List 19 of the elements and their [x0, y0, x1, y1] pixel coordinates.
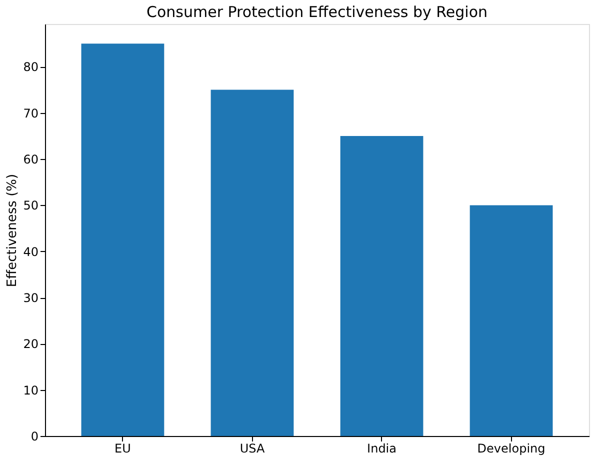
bar	[340, 136, 424, 436]
x-tick-label: India	[367, 442, 396, 456]
x-tick-label: USA	[240, 442, 266, 456]
y-tick-label: 20	[23, 337, 38, 352]
y-axis-title: Effectiveness (%)	[5, 174, 20, 288]
y-tick-label: 60	[23, 152, 38, 167]
y-tick-label: 30	[23, 291, 38, 306]
bar	[210, 90, 294, 436]
y-tick-label: 40	[23, 244, 38, 259]
y-tick-label: 70	[23, 106, 38, 120]
y-tick-label: 80	[23, 60, 38, 74]
chart-title: Consumer Protection Effectiveness by Region	[146, 3, 488, 21]
x-tick-label: EU	[114, 442, 131, 456]
bar	[470, 205, 553, 436]
bar	[81, 44, 164, 436]
y-tick-label: 0	[30, 430, 38, 444]
y-tick-label: 50	[23, 198, 38, 213]
x-tick-label: Developing	[477, 442, 546, 456]
y-tick-label: 10	[23, 383, 38, 398]
